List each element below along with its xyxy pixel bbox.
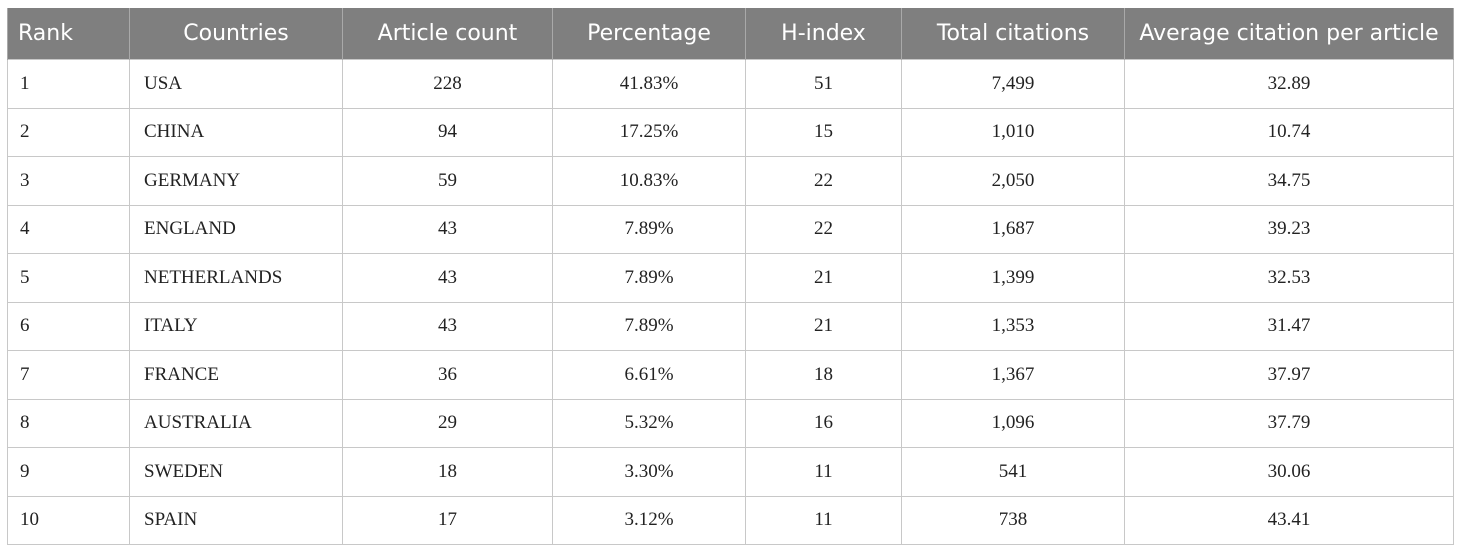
cell-average-citation: 43.41 bbox=[1124, 495, 1454, 545]
cell-total-citations: 1,367 bbox=[901, 350, 1125, 400]
header-rank: Rank bbox=[7, 8, 130, 60]
header-row: Rank Countries Article count Percentage … bbox=[7, 8, 1454, 60]
table-row: 7 FRANCE 36 6.61% 18 1,367 37.97 bbox=[7, 350, 1454, 400]
cell-total-citations: 7,499 bbox=[901, 59, 1125, 109]
cell-average-citation: 10.74 bbox=[1124, 107, 1454, 157]
cell-rank: 4 bbox=[7, 204, 130, 254]
cell-country: ENGLAND bbox=[129, 204, 343, 254]
cell-average-citation: 39.23 bbox=[1124, 204, 1454, 254]
header-average-citation: Average citation per article bbox=[1124, 8, 1454, 60]
cell-percentage: 10.83% bbox=[552, 156, 746, 206]
cell-article-count: 43 bbox=[342, 301, 553, 351]
cell-average-citation: 32.53 bbox=[1124, 253, 1454, 303]
cell-country: GERMANY bbox=[129, 156, 343, 206]
cell-rank: 8 bbox=[7, 398, 130, 448]
table-row: 6 ITALY 43 7.89% 21 1,353 31.47 bbox=[7, 301, 1454, 351]
cell-h-index: 51 bbox=[745, 59, 902, 109]
cell-article-count: 59 bbox=[342, 156, 553, 206]
header-total-citations: Total citations bbox=[901, 8, 1125, 60]
cell-total-citations: 738 bbox=[901, 495, 1125, 545]
cell-total-citations: 1,353 bbox=[901, 301, 1125, 351]
cell-total-citations: 2,050 bbox=[901, 156, 1125, 206]
cell-percentage: 3.12% bbox=[552, 495, 746, 545]
cell-rank: 2 bbox=[7, 107, 130, 157]
cell-country: USA bbox=[129, 59, 343, 109]
cell-h-index: 11 bbox=[745, 447, 902, 497]
cell-percentage: 5.32% bbox=[552, 398, 746, 448]
cell-article-count: 18 bbox=[342, 447, 553, 497]
cell-average-citation: 37.97 bbox=[1124, 350, 1454, 400]
cell-total-citations: 1,010 bbox=[901, 107, 1125, 157]
cell-rank: 9 bbox=[7, 447, 130, 497]
table-row: 4 ENGLAND 43 7.89% 22 1,687 39.23 bbox=[7, 204, 1454, 254]
cell-h-index: 18 bbox=[745, 350, 902, 400]
cell-h-index: 16 bbox=[745, 398, 902, 448]
table-row: 2 CHINA 94 17.25% 15 1,010 10.74 bbox=[7, 107, 1454, 157]
cell-article-count: 43 bbox=[342, 204, 553, 254]
cell-h-index: 11 bbox=[745, 495, 902, 545]
cell-rank: 1 bbox=[7, 59, 130, 109]
cell-article-count: 36 bbox=[342, 350, 553, 400]
country-table-container: Rank Countries Article count Percentage … bbox=[7, 8, 1454, 545]
cell-country: AUSTRALIA bbox=[129, 398, 343, 448]
cell-total-citations: 1,687 bbox=[901, 204, 1125, 254]
cell-percentage: 7.89% bbox=[552, 301, 746, 351]
cell-country: SPAIN bbox=[129, 495, 343, 545]
cell-h-index: 21 bbox=[745, 301, 902, 351]
cell-country: SWEDEN bbox=[129, 447, 343, 497]
cell-average-citation: 30.06 bbox=[1124, 447, 1454, 497]
cell-h-index: 15 bbox=[745, 107, 902, 157]
cell-total-citations: 541 bbox=[901, 447, 1125, 497]
cell-country: FRANCE bbox=[129, 350, 343, 400]
cell-rank: 5 bbox=[7, 253, 130, 303]
table-row: 3 GERMANY 59 10.83% 22 2,050 34.75 bbox=[7, 156, 1454, 206]
table-row: 5 NETHERLANDS 43 7.89% 21 1,399 32.53 bbox=[7, 253, 1454, 303]
table-body: 1 USA 228 41.83% 51 7,499 32.89 2 CHINA 94 17.25% 1… bbox=[7, 59, 1454, 545]
table-row: 1 USA 228 41.83% 51 7,499 32.89 bbox=[7, 59, 1454, 109]
cell-percentage: 7.89% bbox=[552, 253, 746, 303]
header-article-count: Article count bbox=[342, 8, 553, 60]
table-row: 9 SWEDEN 18 3.30% 11 541 30.06 bbox=[7, 447, 1454, 497]
header-h-index: H-index bbox=[745, 8, 902, 60]
table-row: 10 SPAIN 17 3.12% 11 738 43.41 bbox=[7, 495, 1454, 545]
cell-article-count: 17 bbox=[342, 495, 553, 545]
cell-h-index: 22 bbox=[745, 204, 902, 254]
cell-rank: 6 bbox=[7, 301, 130, 351]
cell-country: ITALY bbox=[129, 301, 343, 351]
cell-average-citation: 37.79 bbox=[1124, 398, 1454, 448]
cell-rank: 10 bbox=[7, 495, 130, 545]
table-header: Rank Countries Article count Percentage … bbox=[7, 8, 1454, 60]
cell-percentage: 3.30% bbox=[552, 447, 746, 497]
cell-rank: 3 bbox=[7, 156, 130, 206]
cell-average-citation: 32.89 bbox=[1124, 59, 1454, 109]
cell-article-count: 228 bbox=[342, 59, 553, 109]
cell-percentage: 6.61% bbox=[552, 350, 746, 400]
cell-h-index: 22 bbox=[745, 156, 902, 206]
cell-country: NETHERLANDS bbox=[129, 253, 343, 303]
cell-country: CHINA bbox=[129, 107, 343, 157]
cell-h-index: 21 bbox=[745, 253, 902, 303]
cell-total-citations: 1,399 bbox=[901, 253, 1125, 303]
cell-average-citation: 31.47 bbox=[1124, 301, 1454, 351]
cell-article-count: 43 bbox=[342, 253, 553, 303]
table-row: 8 AUSTRALIA 29 5.32% 16 1,096 37.79 bbox=[7, 398, 1454, 448]
header-countries: Countries bbox=[129, 8, 343, 60]
cell-average-citation: 34.75 bbox=[1124, 156, 1454, 206]
cell-percentage: 17.25% bbox=[552, 107, 746, 157]
cell-article-count: 29 bbox=[342, 398, 553, 448]
cell-article-count: 94 bbox=[342, 107, 553, 157]
cell-percentage: 41.83% bbox=[552, 59, 746, 109]
cell-total-citations: 1,096 bbox=[901, 398, 1125, 448]
country-ranking-table: Rank Countries Article count Percentage … bbox=[7, 8, 1454, 545]
cell-rank: 7 bbox=[7, 350, 130, 400]
header-percentage: Percentage bbox=[552, 8, 746, 60]
cell-percentage: 7.89% bbox=[552, 204, 746, 254]
